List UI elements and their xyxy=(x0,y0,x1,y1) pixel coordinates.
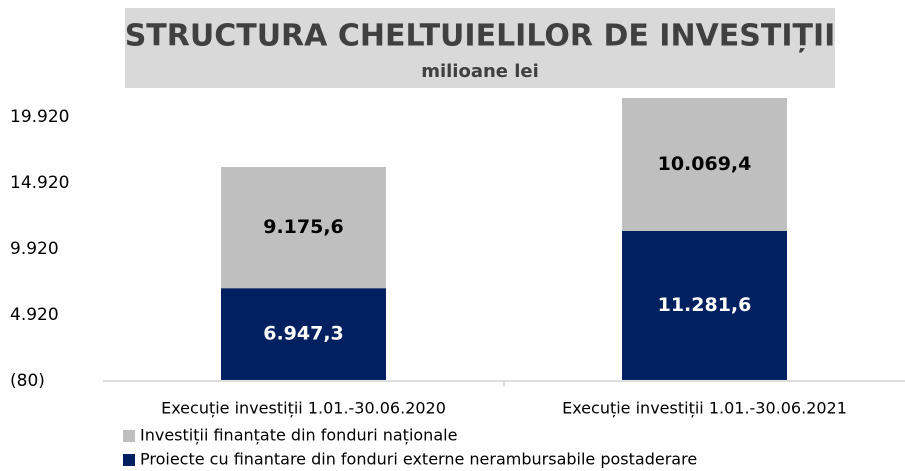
bar-segment xyxy=(221,167,386,289)
data-label: 10.069,4 xyxy=(658,153,752,175)
data-label: 6.947,3 xyxy=(263,323,344,345)
legend-label: Investiții finanțate din fonduri naționa… xyxy=(140,426,457,445)
bar-segment xyxy=(622,97,787,231)
y-tick-label: 4.920 xyxy=(10,305,59,325)
y-tick-label: 9.920 xyxy=(10,239,59,259)
data-label: 11.281,6 xyxy=(658,294,752,316)
legend-swatch xyxy=(123,454,135,466)
chart-title: STRUCTURA CHELTUIELILOR DE INVESTIȚII xyxy=(125,19,836,54)
title-box xyxy=(125,8,835,88)
x-tick-label: Execuție investiții 1.01.-30.06.2020 xyxy=(161,399,446,418)
y-tick-label: (80) xyxy=(10,371,45,391)
bar-segment xyxy=(622,230,787,380)
y-tick-label: 19.920 xyxy=(10,107,69,127)
legend-label: Proiecte cu finantare din fonduri extern… xyxy=(140,450,697,469)
x-tick-label: Execuție investiții 1.01.-30.06.2021 xyxy=(562,399,847,418)
y-tick-label: 14.920 xyxy=(10,173,69,193)
data-label: 9.175,6 xyxy=(263,216,344,238)
bar-segment xyxy=(221,288,386,380)
legend-swatch xyxy=(123,430,135,442)
chart-subtitle: milioane lei xyxy=(421,61,539,82)
